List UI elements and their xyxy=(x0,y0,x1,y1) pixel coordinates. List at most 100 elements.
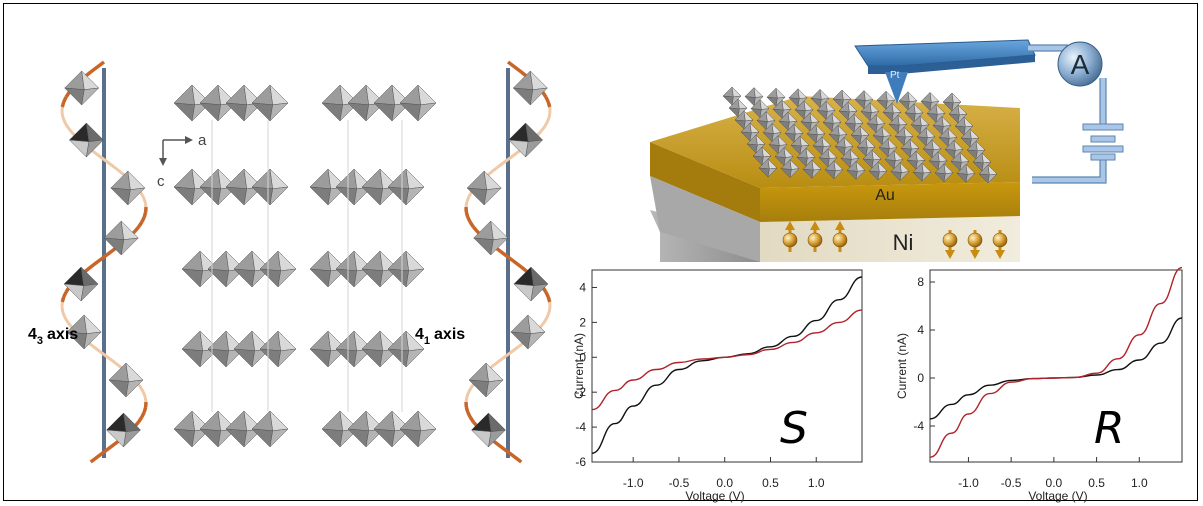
x-tick-label: 1.0 xyxy=(808,476,825,490)
x-tick-label: -0.5 xyxy=(669,476,690,490)
helix-octahedron xyxy=(468,362,504,398)
helix-octahedron xyxy=(63,266,99,302)
octahedron xyxy=(399,84,437,122)
octahedron xyxy=(251,168,289,206)
film-octahedron xyxy=(802,159,822,179)
y-tick-label: 8 xyxy=(917,275,924,289)
pt-tip xyxy=(885,72,908,104)
x-tick-label: 0.0 xyxy=(1046,476,1063,490)
film-octahedron xyxy=(854,89,874,110)
series-line-black xyxy=(591,276,863,454)
film-octahedron xyxy=(942,92,962,112)
spin-down-icon xyxy=(967,230,983,259)
chart-r-series xyxy=(929,266,1183,458)
film-octahedron xyxy=(972,152,992,172)
film-octahedron xyxy=(740,122,760,142)
octahedron xyxy=(259,330,297,368)
film-octahedron xyxy=(774,146,794,167)
octahedron xyxy=(347,410,385,448)
circuit-wires-outline xyxy=(1028,44,1107,184)
chart-r-xlabel: Voltage (V) xyxy=(1028,489,1087,503)
film-octahedron xyxy=(928,151,948,171)
helix-octahedron xyxy=(108,362,144,398)
chart-r-frame xyxy=(929,269,1183,463)
helix-octahedron xyxy=(512,70,548,106)
helix-octahedron xyxy=(470,412,507,448)
octahedron xyxy=(199,410,237,448)
y-tick-label: -4 xyxy=(575,420,586,434)
helix-octahedron xyxy=(510,314,546,350)
x-tick-label: 0.0 xyxy=(716,476,733,490)
chart-r-x-ticks: -1.0 -0.5 0.0 0.5 1.0 xyxy=(958,457,1148,490)
octahedron xyxy=(387,330,425,368)
helix-octahedron xyxy=(513,266,549,302)
spin-up-icon xyxy=(807,221,823,252)
series-line-red xyxy=(929,266,1183,458)
axes-indicator xyxy=(159,136,193,166)
y-tick-label: 4 xyxy=(579,280,586,294)
axis-label-a: a xyxy=(198,132,207,149)
film-octahedron xyxy=(890,161,910,182)
chart-s: 420-2-4-6 -1.0 -0.5 0.0 0.5 1.0 Voltage (V) … xyxy=(572,269,863,503)
x-tick-label: -0.5 xyxy=(1001,476,1022,490)
axis-label-c: c xyxy=(157,173,165,190)
helix-octahedron xyxy=(66,314,102,350)
film-octahedron xyxy=(722,86,742,106)
substrate-left-face xyxy=(650,176,760,262)
series-line-red xyxy=(591,309,863,411)
film-octahedron xyxy=(932,115,952,136)
x-tick-label: 1.0 xyxy=(1131,476,1148,490)
left-helix-label: 43 axis xyxy=(28,326,78,347)
film-octahedron xyxy=(938,127,958,148)
helix-octahedron xyxy=(103,220,139,256)
x-tick-label: 0.5 xyxy=(1088,476,1105,490)
y-tick-label: 0 xyxy=(579,350,586,364)
spin-arrows xyxy=(782,221,1008,259)
film-octahedron xyxy=(934,163,954,183)
right-helix-chain xyxy=(464,60,552,464)
helix-octahedron xyxy=(64,70,100,106)
film-octahedron xyxy=(834,136,854,157)
film-octahedron xyxy=(876,90,896,110)
ammeter-label: A xyxy=(1071,49,1090,80)
helix-octahedron xyxy=(110,170,146,206)
chart-r-y-ticks: 8 4 0 -4 xyxy=(913,275,935,433)
film-octahedron xyxy=(758,158,778,178)
octahedron xyxy=(399,410,437,448)
chart-s-xlabel: Voltage (V) xyxy=(685,489,744,503)
spin-down-icon xyxy=(992,230,1008,259)
helix-octahedron xyxy=(105,412,142,448)
y-tick-label: 2 xyxy=(579,315,586,329)
film-octahedron xyxy=(794,100,814,120)
chart-s-annotation: S xyxy=(780,403,808,454)
spin-up-icon xyxy=(782,221,798,252)
helix-octahedron xyxy=(466,170,502,206)
chart-r-annotation: R xyxy=(1094,403,1125,454)
chart-s-x-ticks: -1.0 -0.5 0.0 0.5 1.0 xyxy=(623,457,825,490)
ammeter-icon xyxy=(1057,41,1103,87)
octahedron xyxy=(251,410,289,448)
ni-label: Ni xyxy=(893,230,914,255)
film-octahedron xyxy=(746,134,766,154)
y-tick-label: 4 xyxy=(917,323,924,337)
film-octahedron xyxy=(860,101,880,122)
helix-octahedron xyxy=(68,122,105,158)
gold-front xyxy=(760,182,1020,222)
chart-s-y-ticks: 4 2 0 -2 -4 -6 xyxy=(575,280,597,469)
film-octahedron xyxy=(832,89,852,109)
y-tick-label: -6 xyxy=(575,455,586,469)
film-octahedron xyxy=(978,164,998,184)
spin-up-icon xyxy=(832,221,848,252)
pt-tip-label: Pt xyxy=(890,70,900,81)
film-octahedron xyxy=(872,125,892,146)
y-tick-label: -2 xyxy=(575,385,586,399)
film-octahedron xyxy=(846,160,866,181)
afm-cantilever xyxy=(854,39,1036,104)
film-octahedron xyxy=(884,149,904,170)
octahedron xyxy=(335,250,373,288)
x-tick-label: 0.5 xyxy=(762,476,779,490)
y-tick-label: -4 xyxy=(913,419,924,433)
figure-frame xyxy=(3,3,1198,501)
octahedron xyxy=(387,168,425,206)
